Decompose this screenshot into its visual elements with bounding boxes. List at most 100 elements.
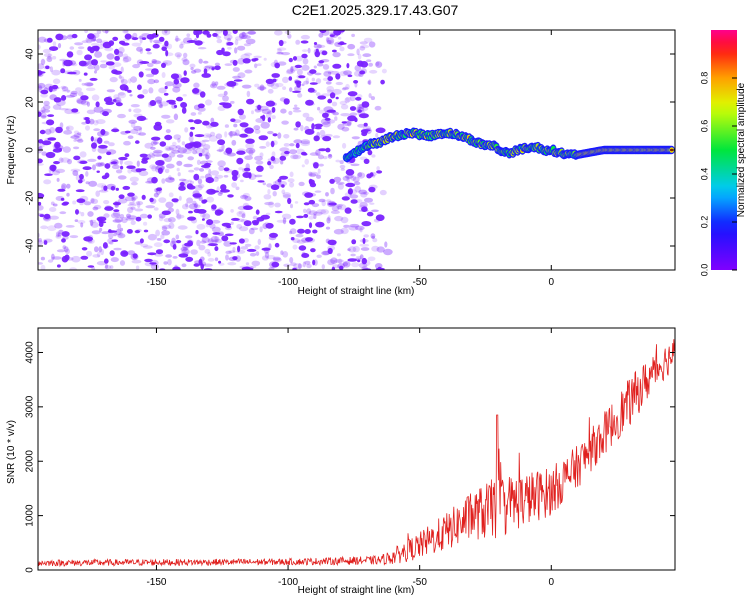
noise-speckle: [184, 127, 189, 133]
noise-speckle: [240, 246, 249, 250]
noise-speckle: [273, 257, 282, 262]
noise-speckle: [248, 227, 255, 235]
noise-speckle: [38, 163, 44, 166]
noise-speckle: [190, 249, 198, 255]
x-tick-label: -100: [278, 277, 298, 288]
noise-speckle: [91, 59, 98, 66]
noise-speckle: [152, 151, 163, 157]
noise-speckle: [201, 199, 207, 204]
noise-speckle: [333, 30, 342, 36]
noise-speckle: [103, 140, 110, 144]
noise-speckle: [311, 77, 315, 82]
noise-speckle: [43, 100, 50, 106]
noise-speckle: [257, 238, 261, 245]
noise-speckle: [147, 214, 152, 219]
noise-speckle: [69, 46, 75, 50]
noise-speckle: [257, 104, 262, 111]
noise-speckle: [55, 196, 65, 201]
noise-speckle: [128, 78, 132, 84]
noise-speckle: [175, 214, 185, 219]
noise-speckle: [356, 172, 366, 179]
noise-speckle: [357, 103, 362, 110]
noise-speckle: [303, 80, 309, 85]
noise-speckle: [305, 116, 314, 122]
noise-speckle: [167, 207, 174, 213]
noise-speckle: [370, 96, 375, 101]
noise-speckle: [148, 152, 154, 158]
noise-speckle: [176, 54, 181, 59]
noise-speckle: [338, 258, 342, 264]
noise-speckle: [88, 219, 97, 223]
noise-speckle: [104, 206, 114, 211]
noise-speckle: [303, 208, 307, 213]
noise-speckle: [347, 248, 351, 252]
noise-speckle: [165, 147, 175, 151]
noise-speckle: [364, 197, 373, 203]
noise-speckle: [345, 174, 354, 179]
noise-speckle: [114, 48, 120, 56]
noise-speckle: [282, 194, 291, 199]
noise-speckle: [357, 259, 361, 263]
noise-speckle: [102, 242, 108, 249]
noise-speckle: [158, 36, 165, 42]
noise-speckle: [101, 30, 110, 34]
noise-speckle: [114, 216, 124, 223]
noise-speckle: [172, 256, 178, 259]
noise-speckle: [65, 95, 75, 98]
noise-speckle: [209, 223, 216, 229]
noise-speckle: [245, 163, 250, 170]
noise-speckle: [192, 150, 198, 155]
noise-speckle: [326, 37, 335, 44]
noise-speckle: [123, 85, 129, 92]
noise-speckle: [359, 41, 368, 45]
noise-speckle: [252, 221, 259, 226]
noise-speckle: [177, 137, 181, 143]
noise-speckle: [191, 89, 197, 93]
noise-speckle: [211, 204, 217, 210]
noise-speckle: [230, 118, 236, 122]
noise-speckle: [49, 127, 55, 134]
noise-speckle: [97, 155, 102, 160]
noise-speckle: [38, 44, 41, 50]
noise-speckle: [368, 41, 376, 48]
noise-speckle: [160, 234, 165, 240]
noise-speckle: [221, 235, 229, 242]
noise-speckle: [292, 244, 298, 250]
noise-speckle: [228, 81, 239, 87]
y-tick-label: 0: [25, 567, 36, 573]
noise-speckle: [103, 96, 113, 103]
noise-speckle: [151, 59, 157, 64]
noise-speckle: [380, 79, 385, 85]
noise-speckle: [359, 238, 369, 243]
noise-speckle: [336, 181, 345, 185]
noise-speckle: [38, 84, 42, 90]
noise-speckle: [51, 170, 61, 176]
noise-speckle: [124, 160, 133, 166]
noise-speckle: [243, 43, 251, 47]
noise-speckle: [79, 151, 87, 158]
noise-speckle: [176, 213, 182, 220]
noise-speckle: [124, 196, 135, 202]
noise-speckle: [193, 104, 201, 111]
noise-speckle: [81, 82, 86, 86]
noise-speckle: [67, 53, 73, 58]
noise-speckle: [124, 35, 134, 39]
noise-speckle: [345, 83, 350, 90]
noise-speckle: [316, 174, 321, 179]
noise-speckle: [326, 89, 333, 94]
noise-speckle: [153, 149, 163, 154]
noise-speckle: [240, 179, 244, 183]
noise-speckle: [91, 94, 100, 101]
noise-speckle: [220, 189, 230, 193]
noise-speckle: [130, 220, 136, 226]
noise-speckle: [52, 78, 61, 85]
noise-speckle: [62, 201, 70, 205]
noise-speckle: [119, 260, 126, 266]
noise-speckle: [77, 132, 82, 135]
noise-speckle: [131, 181, 138, 186]
noise-speckle: [188, 169, 195, 173]
noise-speckle: [335, 96, 339, 100]
noise-speckle: [114, 202, 120, 208]
noise-speckle: [100, 248, 104, 256]
noise-speckle: [48, 87, 58, 92]
